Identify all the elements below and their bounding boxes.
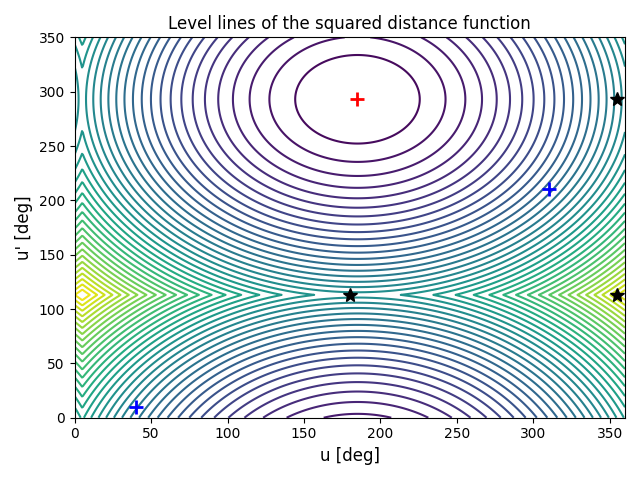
X-axis label: u [deg]: u [deg] xyxy=(320,447,380,465)
Title: Level lines of the squared distance function: Level lines of the squared distance func… xyxy=(168,15,531,33)
Y-axis label: u' [deg]: u' [deg] xyxy=(15,195,33,260)
